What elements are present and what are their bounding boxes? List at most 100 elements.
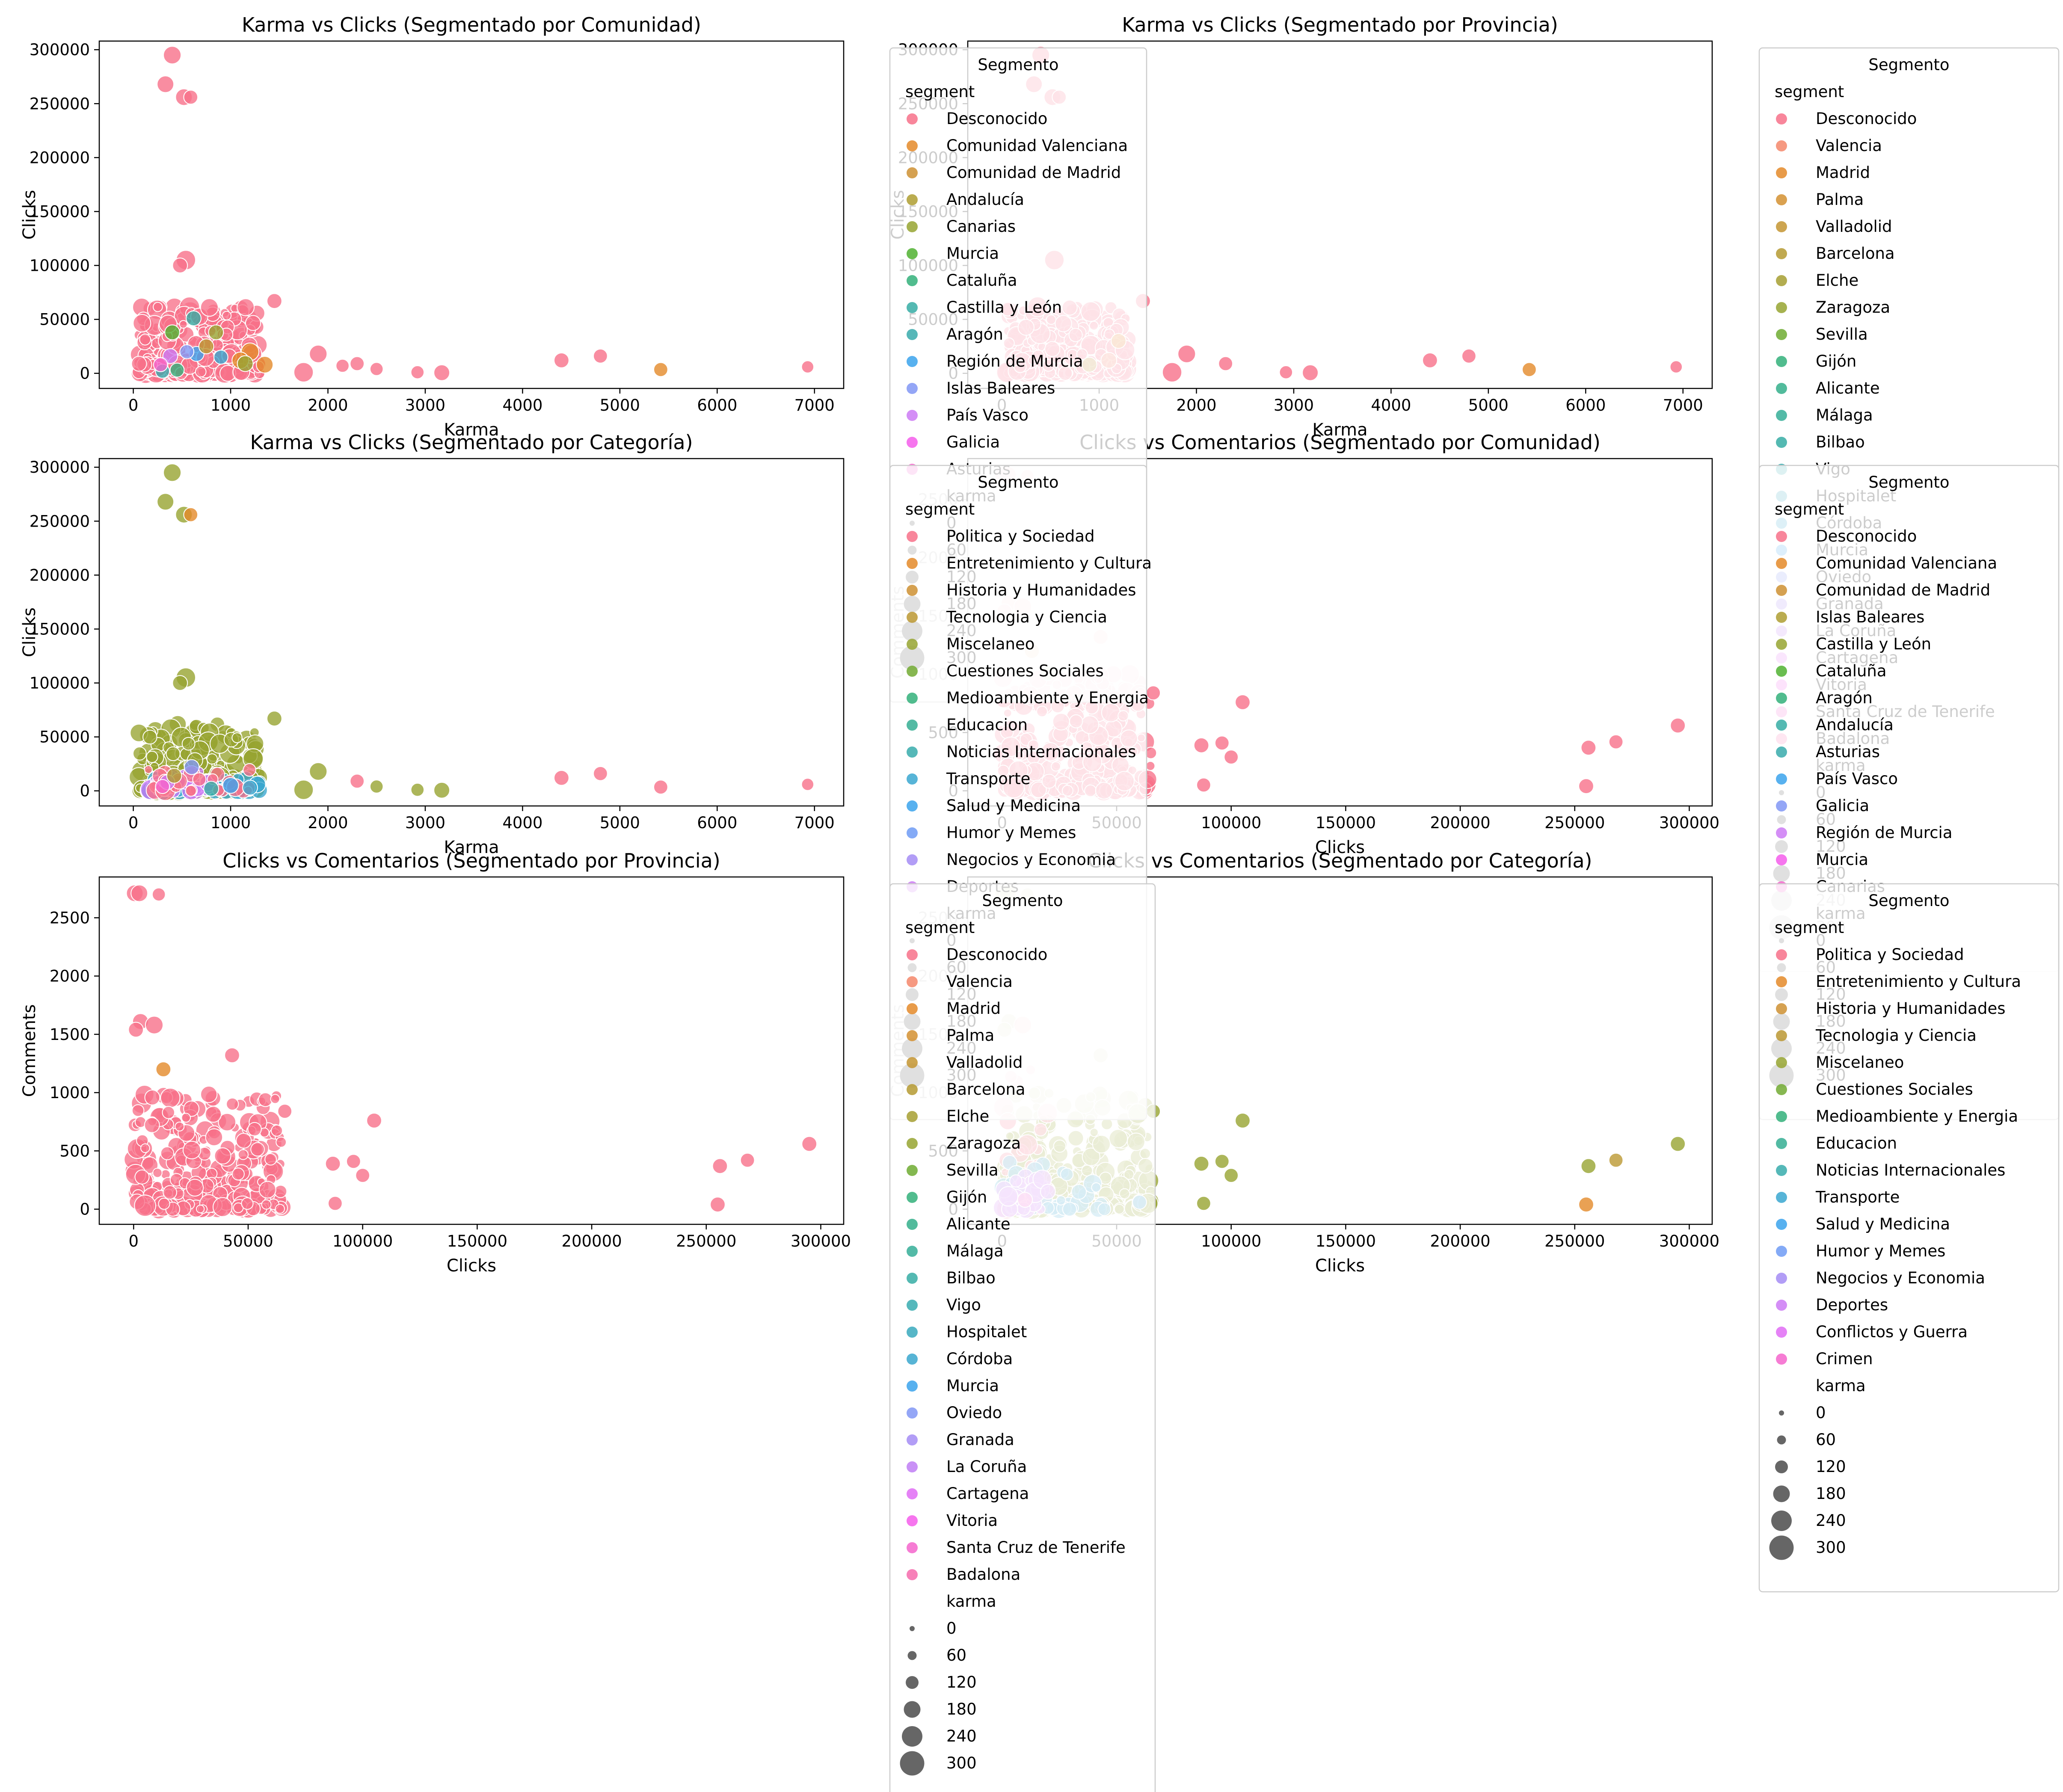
data-point <box>142 729 157 745</box>
data-point <box>1193 737 1209 753</box>
legend-size-label: 240 <box>946 1727 977 1745</box>
legend-label: Desconocido <box>1816 527 1917 545</box>
x-tick-label: 3000 <box>1274 396 1314 415</box>
legend-marker <box>907 639 918 650</box>
data-point <box>222 311 232 320</box>
legend-label: Región de Murcia <box>1816 823 1953 842</box>
legend-label: Miscelaneo <box>946 635 1034 653</box>
legend-marker <box>907 329 918 340</box>
legend-marker <box>907 1138 918 1149</box>
data-point <box>152 1167 163 1178</box>
data-point <box>325 1155 341 1172</box>
legend-marker <box>1776 194 1787 205</box>
data-point <box>166 768 182 784</box>
x-tick-label: 200000 <box>1430 814 1490 832</box>
y-tick-label: 150000 <box>30 202 90 221</box>
legend-marker <box>1776 558 1787 569</box>
legend-label: Politica y Sociedad <box>946 527 1095 545</box>
data-point <box>153 357 168 372</box>
data-point <box>205 1106 222 1123</box>
data-point <box>145 1016 164 1034</box>
data-point <box>593 348 608 364</box>
data-point <box>196 1205 205 1214</box>
data-point <box>1608 1152 1624 1168</box>
data-point <box>213 350 228 365</box>
data-point <box>335 358 350 373</box>
data-point <box>160 1087 181 1108</box>
legend-marker <box>1776 612 1787 623</box>
legend-marker <box>907 1219 918 1230</box>
data-point <box>410 365 425 379</box>
legend-marker <box>907 693 918 704</box>
data-point <box>1669 360 1683 373</box>
data-point <box>146 751 158 763</box>
data-point <box>182 1140 202 1159</box>
data-point <box>270 1094 280 1104</box>
data-point <box>309 344 328 363</box>
x-axis-label: Karma <box>1312 420 1367 440</box>
legend-marker <box>1776 1273 1787 1284</box>
legend-label: Humor y Memes <box>946 823 1076 842</box>
legend-marker <box>907 746 918 758</box>
legend-marker <box>1776 1057 1787 1068</box>
legend-label: Desconocido <box>946 110 1047 128</box>
data-point <box>224 1047 240 1063</box>
legend-marker <box>907 949 918 960</box>
legend-marker <box>907 1192 918 1203</box>
legend-label: Madrid <box>1816 163 1870 182</box>
legend-marker <box>1776 410 1787 421</box>
legend-marker <box>1776 356 1787 367</box>
y-axis-label: Comments <box>20 1004 39 1097</box>
legend-marker <box>1776 1192 1787 1203</box>
y-tick-label: 300000 <box>30 41 90 59</box>
legend-marker <box>1776 585 1787 596</box>
data-point <box>200 298 219 317</box>
legend-marker <box>907 800 918 812</box>
data-point <box>710 1197 726 1213</box>
legend-size-label: 180 <box>946 1700 977 1718</box>
legend-label: Andalucía <box>946 190 1024 209</box>
legend-title: Segmento <box>982 892 1063 910</box>
x-tick-label: 5000 <box>600 396 640 415</box>
data-point <box>226 1097 239 1111</box>
data-point <box>277 1104 293 1119</box>
x-tick-label: 7000 <box>1663 396 1703 415</box>
chart-title: Clicks vs Comentarios (Segmentado por Co… <box>1079 431 1601 454</box>
y-tick-label: 2000 <box>50 967 90 986</box>
data-point <box>1162 362 1183 382</box>
legend-size-marker <box>900 1751 925 1776</box>
data-point <box>198 338 214 355</box>
legend-marker <box>907 194 918 205</box>
legend-marker <box>907 1003 918 1014</box>
legend-title: Segmento <box>1868 473 1949 492</box>
x-tick-label: 4000 <box>502 396 542 415</box>
legend-heading: segment <box>1775 83 1844 101</box>
legend-marker <box>907 558 918 569</box>
data-point <box>183 507 199 522</box>
legend-label: Elche <box>1816 271 1858 290</box>
data-point <box>237 1149 249 1160</box>
data-point <box>163 1185 178 1200</box>
data-point <box>185 785 197 797</box>
legend-size-label: 60 <box>946 1646 966 1665</box>
legend-marker <box>1776 248 1787 259</box>
legend-marker <box>907 1030 918 1041</box>
legend-marker <box>907 1084 918 1095</box>
legend-marker <box>1776 302 1787 313</box>
legend-label: Córdoba <box>946 1350 1013 1368</box>
legend-label: Transporte <box>946 770 1030 788</box>
legend-label: Noticias Internacionales <box>1816 1161 2005 1179</box>
legend-marker <box>1776 221 1787 232</box>
legend-size-marker <box>1773 1485 1790 1502</box>
data-point <box>153 302 163 312</box>
legend-marker <box>907 666 918 677</box>
data-point <box>258 1181 276 1199</box>
data-point <box>369 362 384 376</box>
legend-label: Palma <box>946 1026 994 1045</box>
data-point <box>1193 1155 1209 1172</box>
legend-label: Salud y Medicina <box>946 797 1081 815</box>
legend-marker <box>907 720 918 731</box>
y-tick-label: 500 <box>59 1142 90 1160</box>
data-point <box>247 1122 262 1137</box>
